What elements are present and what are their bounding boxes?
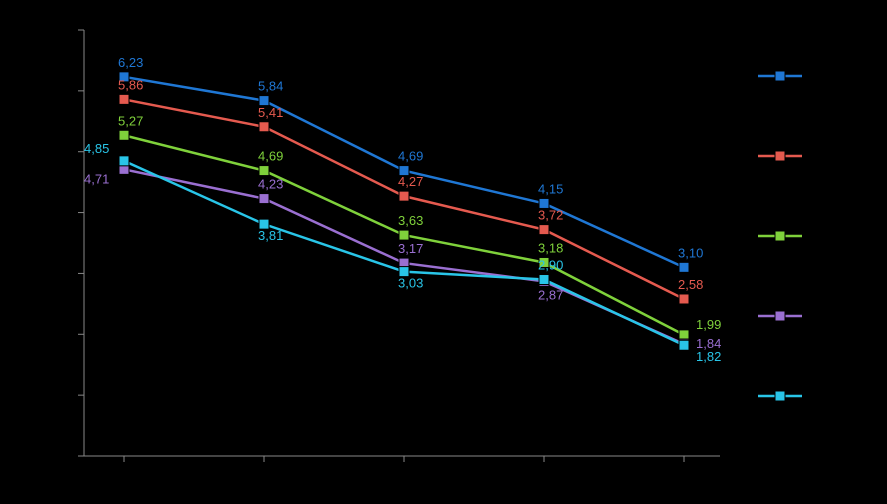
- label-s1-3: 4,15: [538, 181, 563, 196]
- label-s5-2: 3,03: [398, 276, 423, 291]
- marker-s5-4: [679, 340, 689, 350]
- label-s2-2: 4,27: [398, 174, 423, 189]
- marker-s2-1: [259, 122, 269, 132]
- legend-marker-s4: [775, 311, 785, 321]
- label-s2-4: 2,58: [678, 277, 703, 292]
- label-s2-0: 5,86: [118, 77, 143, 92]
- legend-marker-s3: [775, 231, 785, 241]
- legend-marker-s1: [775, 71, 785, 81]
- marker-s1-4: [679, 262, 689, 272]
- label-s4-1: 4,23: [258, 177, 283, 192]
- label-s5-0: 4,85: [84, 141, 109, 156]
- label-s1-4: 3,10: [678, 245, 703, 260]
- marker-s3-4: [679, 330, 689, 340]
- label-s5-1: 3,81: [258, 228, 283, 243]
- legend-marker-s5: [775, 391, 785, 401]
- marker-s5-0: [119, 156, 129, 166]
- marker-s5-3: [539, 275, 549, 285]
- marker-s2-3: [539, 225, 549, 235]
- label-s5-4: 1,82: [696, 349, 721, 364]
- marker-s3-1: [259, 166, 269, 176]
- marker-s2-4: [679, 294, 689, 304]
- marker-s2-0: [119, 94, 129, 104]
- label-s3-4: 1,99: [696, 317, 721, 332]
- label-s5-3: 2,90: [538, 258, 563, 273]
- label-s1-2: 4,69: [398, 149, 423, 164]
- marker-s3-2: [399, 230, 409, 240]
- label-s3-1: 4,69: [258, 149, 283, 164]
- line-chart: 6,23 5,84 4,69 4,15 3,10 5,86 5,41 4,27 3,72 2,58…: [0, 0, 887, 504]
- marker-s3-0: [119, 130, 129, 140]
- label-s1-0: 6,23: [118, 55, 143, 70]
- label-s3-0: 5,27: [118, 113, 143, 128]
- label-s3-3: 3,18: [538, 240, 563, 255]
- marker-s4-1: [259, 194, 269, 204]
- label-s4-3: 2,87: [538, 287, 563, 302]
- marker-s2-2: [399, 191, 409, 201]
- label-s3-2: 3,63: [398, 213, 423, 228]
- label-s4-2: 3,17: [398, 241, 423, 256]
- legend-marker-s2: [775, 151, 785, 161]
- label-s2-3: 3,72: [538, 208, 563, 223]
- label-s4-0: 4,71: [84, 171, 109, 186]
- label-s1-1: 5,84: [258, 79, 283, 94]
- label-s2-1: 5,41: [258, 105, 283, 120]
